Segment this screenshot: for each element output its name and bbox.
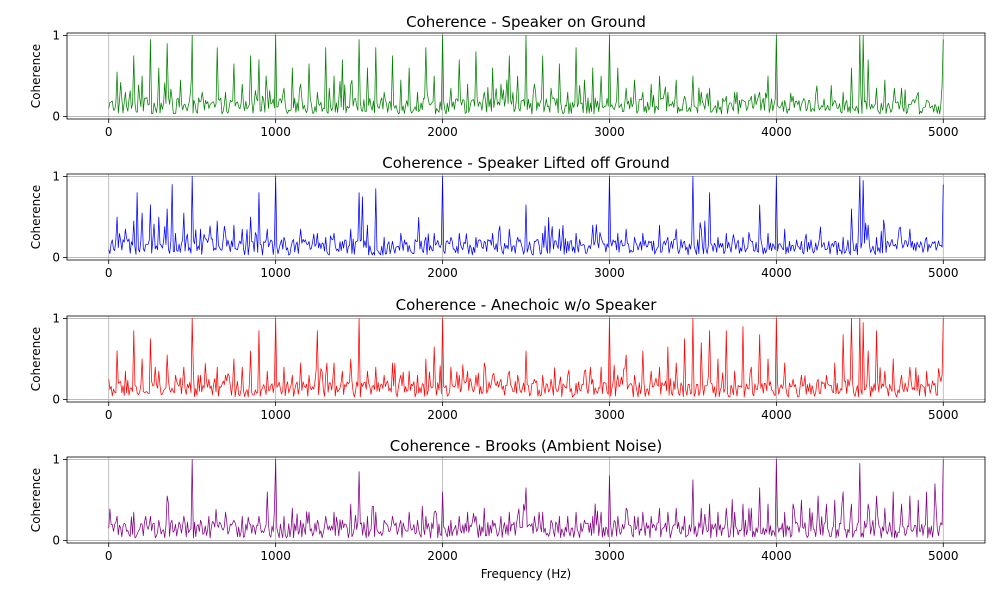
subplot-4: 0 1000 2000 3000 4000 5000 0 1 Coherence - Brook… (29, 437, 986, 581)
y-axis-label: Coherence (29, 44, 43, 108)
y-tick-label: 1 (52, 169, 60, 183)
y-tick-label: 1 (52, 311, 60, 325)
x-tick-label: 4000 (761, 125, 792, 139)
x-tick-label: 5000 (928, 266, 959, 280)
axes-frame (66, 32, 986, 120)
subplot-title: Coherence - Brooks (Ambient Noise) (390, 437, 662, 455)
x-tick-label: 1000 (260, 408, 291, 422)
x-tick-label: 4000 (761, 408, 792, 422)
y-axis-label: Coherence (29, 185, 43, 249)
x-tick-label: 1000 (260, 125, 291, 139)
x-tick-label: 2000 (427, 125, 458, 139)
subplot-1: 0 1000 2000 3000 4000 5000 0 1 Coherence - Speak… (29, 13, 986, 139)
x-tick-label: 1000 (260, 549, 291, 563)
x-tick-label: 0 (105, 408, 113, 422)
x-tick-label: 3000 (594, 266, 625, 280)
x-tick-label: 3000 (594, 549, 625, 563)
y-tick-label: 0 (52, 393, 60, 407)
x-tick-label: 2000 (427, 549, 458, 563)
y-tick-label: 0 (52, 534, 60, 548)
y-tick-label: 1 (52, 452, 60, 466)
subplot-3: 0 1000 2000 3000 4000 5000 0 1 Coherence - Anech… (29, 296, 986, 422)
axes-frame (66, 315, 986, 403)
y-axis-label: Coherence (29, 327, 43, 391)
x-tick-label: 4000 (761, 266, 792, 280)
subplot-title: Coherence - Speaker Lifted off Ground (382, 154, 670, 172)
x-tick-label: 4000 (761, 549, 792, 563)
coherence-series-line (108, 35, 944, 115)
x-tick-label: 2000 (427, 266, 458, 280)
x-tick-label: 0 (105, 266, 113, 280)
subplot-title: Coherence - Speaker on Ground (406, 13, 646, 31)
x-axis-label: Frequency (Hz) (481, 567, 572, 581)
y-tick-label: 0 (52, 110, 60, 124)
y-tick-label: 0 (52, 251, 60, 265)
axes-frame (66, 173, 986, 261)
coherence-series-line (108, 176, 944, 256)
x-tick-label: 1000 (260, 266, 291, 280)
coherence-series-line (108, 459, 944, 539)
x-tick-label: 5000 (928, 408, 959, 422)
coherence-series-line (108, 318, 944, 398)
x-tick-label: 5000 (928, 549, 959, 563)
y-tick-label: 1 (52, 28, 60, 42)
x-tick-label: 3000 (594, 408, 625, 422)
x-tick-label: 0 (105, 549, 113, 563)
subplot-title: Coherence - Anechoic w/o Speaker (396, 296, 658, 314)
axes-frame (66, 456, 986, 544)
x-tick-label: 3000 (594, 125, 625, 139)
x-tick-label: 5000 (928, 125, 959, 139)
subplot-2: 0 1000 2000 3000 4000 5000 0 1 Coherence - Speak… (29, 154, 986, 280)
y-axis-label: Coherence (29, 468, 43, 532)
x-tick-label: 0 (105, 125, 113, 139)
x-tick-label: 2000 (427, 408, 458, 422)
